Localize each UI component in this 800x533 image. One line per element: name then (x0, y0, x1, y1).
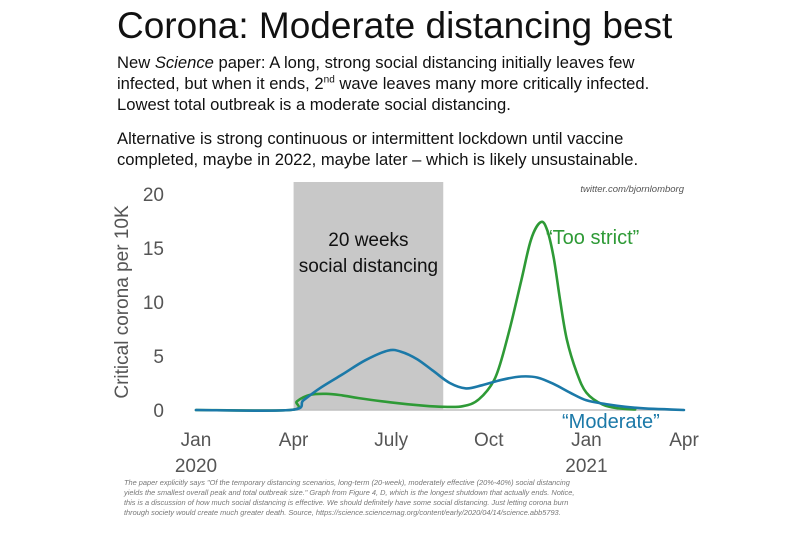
summary-paragraph: New Science paper: A long, strong social… (117, 52, 797, 115)
page-title: Corona: Moderate distancing best (117, 5, 673, 46)
x-tick-label: Apr (279, 430, 309, 451)
summary-line-1: New Science paper: A long, strong social… (117, 53, 635, 72)
y-tick-label: 20 (143, 185, 164, 206)
summary-line-3: Lowest total outbreak is a moderate soci… (117, 95, 511, 114)
x-tick-label: Jan (181, 430, 212, 451)
y-tick-label: 15 (143, 239, 164, 260)
alternative-line-1: Alternative is strong continuous or inte… (117, 129, 624, 148)
shade-label-line-2: social distancing (299, 256, 438, 277)
footnote: The paper explicitly says "Of the tempor… (124, 478, 724, 518)
y-tick-label: 0 (153, 401, 164, 422)
x-tick-label: July (374, 430, 408, 451)
footnote-line-1: The paper explicitly says "Of the tempor… (124, 478, 570, 487)
footnote-line-2: yields the smallest overall peak and tot… (124, 488, 575, 497)
x-tick-label: Oct (474, 430, 504, 451)
x-tick-year-label: 2021 (565, 456, 607, 477)
x-tick-year-label: 2020 (175, 456, 217, 477)
y-tick-label: 5 (153, 347, 164, 368)
x-tick-label: Apr (669, 430, 699, 451)
moderate-label: “Moderate” (562, 411, 660, 433)
y-axis-title: Critical corona per 10K (112, 205, 133, 399)
too-strict-label: “Too strict” (546, 227, 639, 249)
y-tick-label: 10 (143, 293, 164, 314)
footnote-line-4: through society would create much greate… (124, 508, 561, 517)
x-tick-label: Jan (571, 430, 602, 451)
alternative-paragraph: Alternative is strong continuous or inte… (117, 128, 797, 170)
journal-name: Science (154, 53, 214, 72)
moderate-series-line (194, 348, 686, 413)
credit-text: twitter.com/bjornlomborg (580, 184, 684, 195)
too-strict-series-line (194, 220, 637, 412)
alternative-line-2: completed, maybe in 2022, maybe later – … (117, 150, 639, 169)
footnote-line-3: this is a discussion of how much social … (124, 498, 569, 507)
summary-line-2: infected, but when it ends, 2nd wave lea… (117, 74, 650, 93)
shade-label-line-1: 20 weeks (328, 230, 408, 251)
distancing-period-shade (293, 182, 444, 410)
